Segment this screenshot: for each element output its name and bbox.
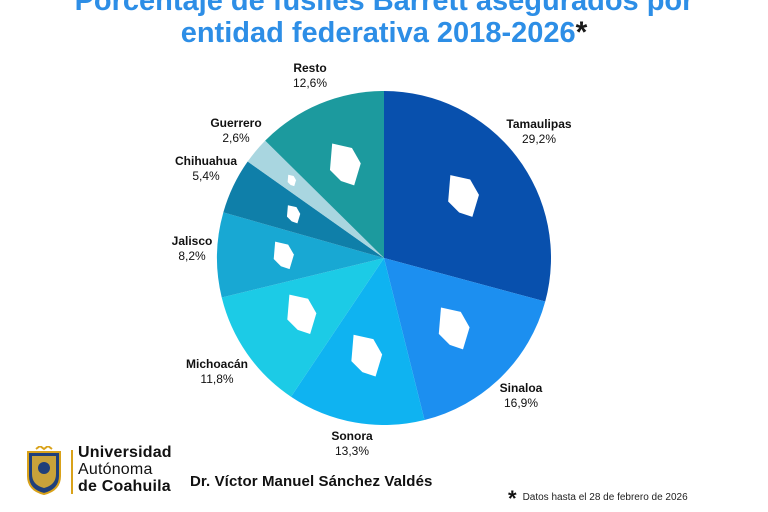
- slice-value-label: 5,4%: [192, 169, 220, 183]
- chart-title: Porcentaje de fusiles Barrett asegurados…: [0, 0, 768, 49]
- slice-label: Sinaloa: [500, 381, 543, 395]
- pie-slices: [217, 91, 552, 425]
- slice-label: Sonora: [331, 429, 373, 443]
- slice-label: Guerrero: [210, 116, 261, 130]
- slice-label: Michoacán: [186, 357, 248, 371]
- slice-value-label: 11,8%: [200, 372, 233, 386]
- title-line-2-text: entidad federativa 2018-2026: [180, 17, 576, 49]
- state-silhouette-icon: [287, 294, 317, 335]
- state-silhouette-icon: [329, 143, 361, 186]
- logo-divider: [71, 450, 73, 494]
- note-text: Datos hasta el 28 de febrero de 2026: [522, 492, 688, 503]
- university-logo: Universidad Autónoma de Coahuila: [22, 444, 182, 502]
- slice-label: Tamaulipas: [506, 117, 571, 131]
- university-name-line-3: de Coahuila: [78, 478, 171, 495]
- note-asterisk: *: [508, 486, 517, 511]
- title-asterisk: *: [575, 16, 588, 49]
- slice-value-label: 29,2%: [522, 132, 556, 146]
- state-silhouette-icon: [286, 205, 301, 224]
- university-name: Universidad Autónoma de Coahuila: [78, 444, 172, 495]
- title-line-2: entidad federativa 2018-2026*: [0, 17, 768, 49]
- slice-value-label: 8,2%: [178, 249, 206, 263]
- pie-slice-guerrero: [247, 140, 384, 258]
- slice-label: Jalisco: [172, 234, 213, 248]
- pie-slice-jalisco: [217, 212, 384, 298]
- slice-label: Chihuahua: [175, 154, 237, 168]
- university-crest-icon: [27, 446, 61, 496]
- slice-value-label: 2,6%: [222, 131, 250, 145]
- slice-label: Resto: [293, 61, 326, 75]
- pie-slice-resto: [265, 91, 384, 258]
- data-note: * Datos hasta el 28 de febrero de 2026: [508, 486, 688, 512]
- slice-value-label: 16,9%: [504, 396, 538, 410]
- state-silhouette-icon: [287, 174, 297, 187]
- author-name: Dr. Víctor Manuel Sánchez Valdés: [190, 473, 433, 490]
- slice-value-label: 12,6%: [293, 76, 327, 90]
- pie-slice-chihuahua: [223, 161, 384, 258]
- university-name-line-2: Autónoma: [78, 461, 153, 478]
- state-silhouette-icon: [351, 334, 383, 377]
- title-line-1: Porcentaje de fusiles Barrett asegurados…: [74, 0, 694, 17]
- state-silhouette-icon: [448, 175, 479, 217]
- slice-value-label: 13,3%: [335, 444, 369, 458]
- state-silhouette-icon: [438, 307, 470, 350]
- university-name-line-1: Universidad: [78, 444, 172, 461]
- state-silhouette-icon: [273, 241, 294, 270]
